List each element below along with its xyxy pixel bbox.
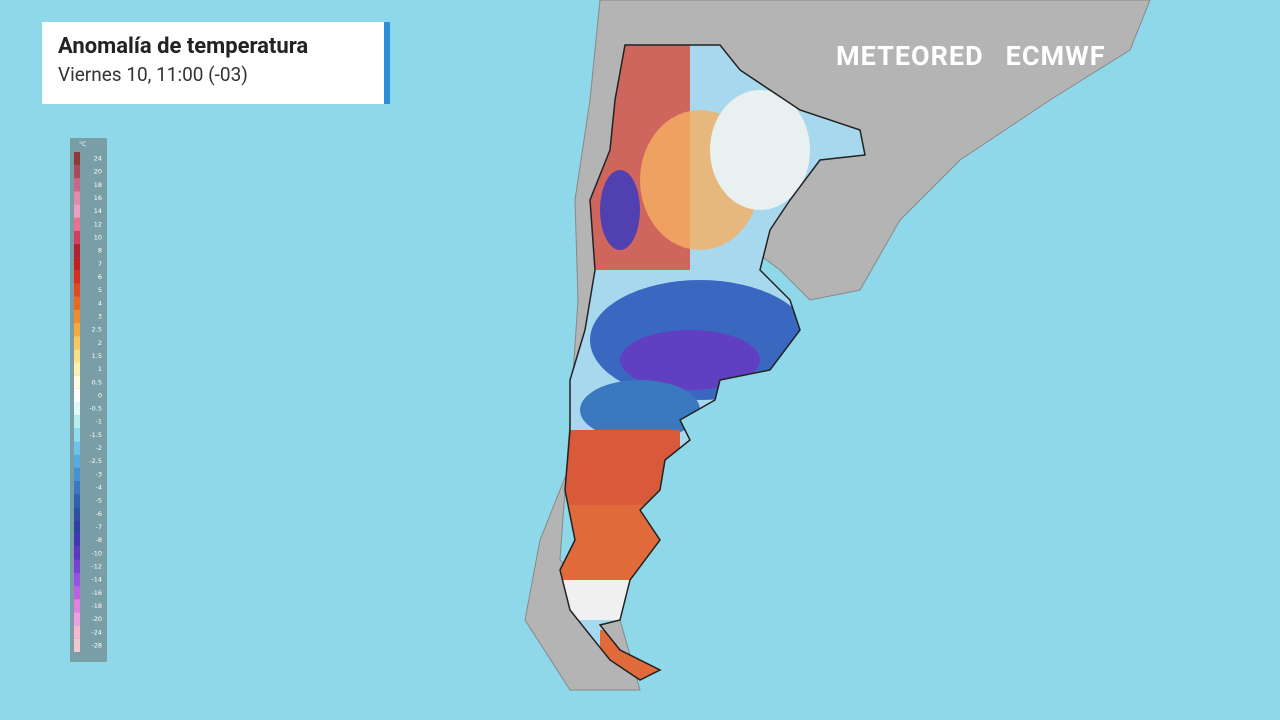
legend-label: 20 xyxy=(94,168,102,176)
legend-label: 16 xyxy=(94,194,102,202)
legend-label: -1 xyxy=(96,418,102,426)
legend-label: 6 xyxy=(98,273,102,281)
legend-label: -28 xyxy=(91,641,102,649)
legend-swatch xyxy=(74,454,80,468)
legend-label: -16 xyxy=(91,589,102,597)
legend-swatch xyxy=(74,191,80,205)
border xyxy=(559,44,866,681)
legend-swatch xyxy=(74,388,80,402)
legend-label: -0.5 xyxy=(89,405,102,413)
legend-swatch xyxy=(74,520,80,534)
legend-swatch xyxy=(74,415,80,429)
legend-swatch xyxy=(74,349,80,363)
legend-label: -10 xyxy=(91,549,102,557)
legend-label: -14 xyxy=(91,576,102,584)
legend-label: -2 xyxy=(96,444,102,452)
legend-swatch xyxy=(74,441,80,455)
legend-swatch xyxy=(74,507,80,521)
legend-swatch xyxy=(74,204,80,218)
legend-label: -4 xyxy=(96,484,102,492)
legend-swatch xyxy=(74,257,80,271)
legend-swatch xyxy=(74,612,80,626)
legend-swatch xyxy=(74,178,80,192)
legend-label: -6 xyxy=(96,510,102,518)
legend-label: 18 xyxy=(94,181,102,189)
legend-label: -3 xyxy=(96,470,102,478)
legend-swatch xyxy=(74,217,80,231)
legend-swatch xyxy=(74,230,80,245)
legend-label: 12 xyxy=(94,220,102,228)
legend-swatch xyxy=(74,428,80,442)
legend-swatch xyxy=(74,467,80,481)
legend-swatch xyxy=(74,599,80,613)
legend-swatch xyxy=(74,309,80,324)
legend-swatch xyxy=(74,586,80,600)
legend-label: 7 xyxy=(98,260,102,268)
legend-label: 24 xyxy=(94,155,102,163)
subtitle: Viernes 10, 11:00 (-03) xyxy=(58,63,248,86)
legend-label: 2.5 xyxy=(92,326,102,334)
legend-swatch xyxy=(74,480,80,495)
legend-label: -7 xyxy=(96,523,102,531)
legend-swatch xyxy=(74,638,80,652)
title-box: Anomalía de temperatura Viernes 10, 11:0… xyxy=(42,22,390,104)
legend-label: 8 xyxy=(98,247,102,255)
legend-swatch xyxy=(74,323,80,337)
title: Anomalía de temperatura xyxy=(58,34,309,59)
legend-swatch xyxy=(74,270,80,284)
legend-label: -24 xyxy=(91,628,102,636)
legend-label: -8 xyxy=(96,536,102,544)
legend-swatch xyxy=(74,573,80,587)
legend-unit: °C xyxy=(79,141,86,148)
logo: ECMWF xyxy=(1005,40,1106,72)
legend-swatch xyxy=(74,375,80,389)
legend-swatch xyxy=(74,165,80,179)
legend-label: -12 xyxy=(91,562,102,570)
legend-swatch xyxy=(74,546,80,560)
legend-label: 3 xyxy=(98,312,102,320)
legend-label: -20 xyxy=(91,615,102,623)
legend-label: 1 xyxy=(98,365,102,373)
legend-label: -18 xyxy=(91,602,102,610)
legend-swatch xyxy=(74,533,80,547)
legend-swatch xyxy=(74,559,80,574)
legend-label: 1.5 xyxy=(92,352,102,360)
logo: METEORED xyxy=(836,40,984,72)
legend-swatch xyxy=(74,625,80,639)
legend-swatch xyxy=(74,244,80,258)
legend-swatch xyxy=(74,296,80,310)
legend-label: -5 xyxy=(96,497,102,505)
legend-label: 0 xyxy=(98,391,102,399)
legend-swatch xyxy=(74,402,80,416)
legend-swatch xyxy=(74,494,80,508)
legend-swatch xyxy=(74,336,80,350)
legend-swatch xyxy=(74,362,80,376)
legend-label: 14 xyxy=(94,207,102,215)
legend-swatch xyxy=(74,283,80,297)
legend-label: 2 xyxy=(98,339,102,347)
legend-label: 5 xyxy=(98,286,102,294)
legend-label: 10 xyxy=(94,234,102,242)
legend-label: 0.5 xyxy=(92,378,102,386)
legend: °C 24 20 18 16 14 12 10 8 7 6 5 4 3 2.5 2 1.5 1 0.5 0 -0.5 -… xyxy=(70,138,107,662)
legend-label: -1.5 xyxy=(89,431,102,439)
legend-swatch xyxy=(74,152,80,166)
logos: METEORED ECMWF xyxy=(836,40,1106,72)
legend-label: 4 xyxy=(98,299,102,307)
legend-label: -2.5 xyxy=(89,457,102,465)
